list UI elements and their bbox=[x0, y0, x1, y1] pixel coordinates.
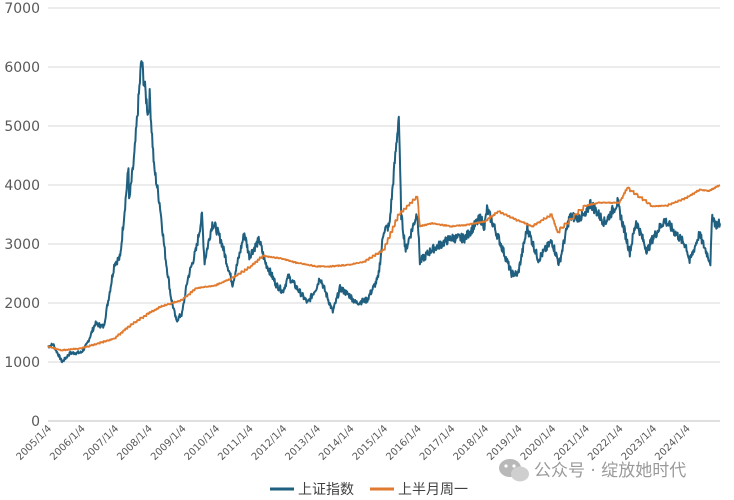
legend: 上证指数 上半月周一 bbox=[270, 482, 468, 498]
x-tick-label: 2012/1/4 bbox=[250, 423, 290, 463]
x-tick-label: 2008/1/4 bbox=[115, 423, 155, 463]
y-tick-label: 2000 bbox=[4, 296, 40, 312]
x-tick-label: 2006/1/4 bbox=[48, 423, 88, 463]
x-tick-label: 2013/1/4 bbox=[284, 423, 324, 463]
legend-label-series-1: 上半月周一 bbox=[398, 482, 468, 498]
x-tick-label: 2018/1/4 bbox=[452, 423, 492, 463]
watermark: 公众号 · 绽放她时代 bbox=[499, 459, 686, 482]
legend-label-series-0: 上证指数 bbox=[298, 482, 354, 498]
series-lines bbox=[47, 60, 721, 364]
watermark-text: 公众号 · 绽放她时代 bbox=[534, 461, 686, 481]
x-tick-label: 2022/1/4 bbox=[586, 423, 626, 463]
y-tick-label: 1000 bbox=[4, 355, 40, 371]
x-tick-label: 2021/1/4 bbox=[552, 423, 592, 463]
x-tick-label: 2016/1/4 bbox=[384, 423, 424, 463]
x-tick-label: 2020/1/4 bbox=[519, 423, 559, 463]
y-tick-label: 3000 bbox=[4, 237, 40, 253]
gridlines bbox=[48, 7, 720, 363]
wechat-icon bbox=[499, 459, 529, 482]
series-line-1 bbox=[47, 184, 721, 352]
x-tick-label: 2009/1/4 bbox=[149, 423, 189, 463]
y-tick-label: 6000 bbox=[4, 60, 40, 76]
x-tick-label: 2017/1/4 bbox=[418, 423, 458, 463]
x-tick-label: 2010/1/4 bbox=[183, 423, 223, 463]
y-tick-label: 5000 bbox=[4, 119, 40, 135]
y-tick-label: 4000 bbox=[4, 178, 40, 194]
x-tick-label: 2011/1/4 bbox=[216, 423, 256, 463]
y-axis-ticks: 0 1000 2000 3000 4000 5000 6000 7000 bbox=[4, 1, 40, 430]
x-tick-label: 2024/1/4 bbox=[653, 423, 693, 463]
x-tick-label: 2019/1/4 bbox=[485, 423, 525, 463]
y-tick-label: 0 bbox=[31, 414, 40, 430]
x-tick-label: 2023/1/4 bbox=[620, 423, 660, 463]
x-tick-label: 2015/1/4 bbox=[351, 423, 391, 463]
x-tick-label: 2007/1/4 bbox=[82, 423, 122, 463]
series-line-0 bbox=[47, 60, 721, 364]
y-tick-label: 7000 bbox=[4, 1, 40, 17]
x-tick-label: 2014/1/4 bbox=[317, 423, 357, 463]
x-axis-ticks: 2005/1/42006/1/42007/1/42008/1/42009/1/4… bbox=[15, 423, 693, 463]
